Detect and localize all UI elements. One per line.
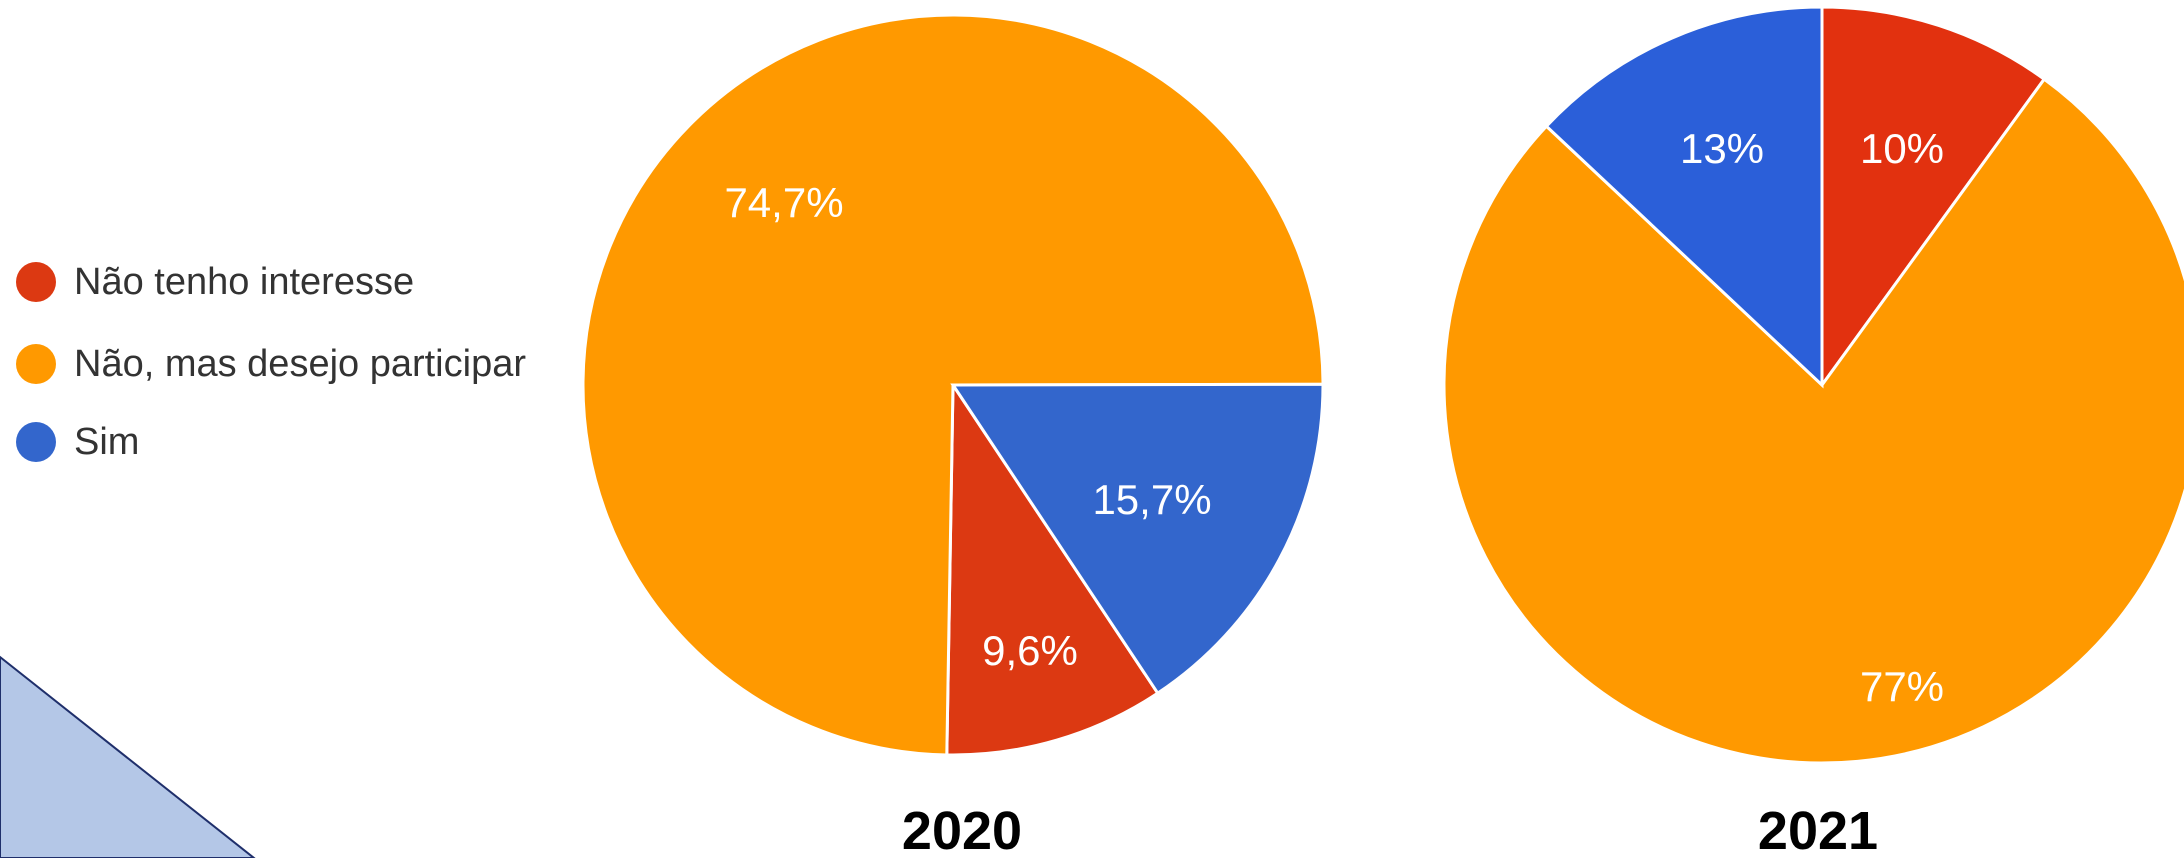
legend-label: Sim: [74, 420, 140, 463]
legend-item-nao-mas-desejo-participar: Não, mas desejo participar: [16, 342, 526, 385]
pie-value-label-nao-mas-desejo-participar: 74,7%: [724, 179, 843, 226]
pie-slice-nao-tenho-interesse: [1820, 5, 2047, 390]
pie-slice-nao-mas-desejo-participar: [1442, 77, 2184, 765]
pie-chart-2021: 10% 77% 13%: [1442, 5, 2184, 765]
legend-swatch: [16, 422, 56, 462]
chart-title-2021: 2021: [1757, 801, 1879, 861]
legend-swatch: [16, 262, 56, 302]
pie-value-label-nao-tenho-interesse: 10%: [1860, 125, 1944, 172]
pie-slice-sim: [1544, 5, 1824, 389]
pie-value-label-nao-tenho-interesse: 9,6%: [982, 627, 1078, 674]
legend: Não tenho interesse Não, mas desejo part…: [16, 260, 526, 504]
decorative-triangle: [0, 655, 256, 858]
pie-slice-nao-tenho-interesse: [945, 380, 1160, 757]
legend-item-nao-tenho-interesse: Não tenho interesse: [16, 260, 526, 303]
pie-slice-nao-mas-desejo-participar: [581, 13, 1325, 757]
pie-value-label-sim: 13%: [1680, 125, 1764, 172]
pie-slice-sim: [950, 382, 1325, 696]
pie-value-label-sim: 15,7%: [1092, 476, 1211, 523]
legend-item-sim: Sim: [16, 420, 526, 463]
legend-label: Não tenho interesse: [74, 260, 415, 303]
chart-title-2020: 2020: [901, 801, 1023, 861]
pie-chart-2020: 9,6% 74,7% 15,7%: [581, 13, 1325, 757]
legend-swatch: [16, 344, 56, 384]
pie-value-label-nao-mas-desejo-participar: 77%: [1860, 663, 1944, 710]
legend-label: Não, mas desejo participar: [74, 342, 526, 385]
